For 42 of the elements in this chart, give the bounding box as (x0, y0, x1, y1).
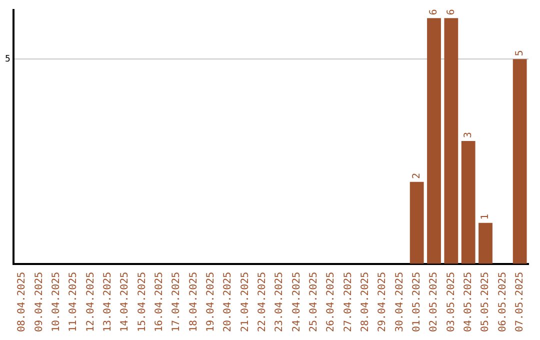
x-tick-label: 20.04.2025 (222, 272, 234, 332)
bar (427, 18, 441, 264)
bar (512, 59, 527, 264)
x-tick-label: 02.05.2025 (428, 272, 440, 332)
x-tick-label: 25.04.2025 (308, 272, 320, 332)
x-tick-label: 08.04.2025 (16, 272, 28, 332)
x-tick-label: 24.04.2025 (291, 272, 302, 332)
x-tick-label: 14.04.2025 (120, 272, 131, 332)
x-tick-label: 11.04.2025 (68, 272, 80, 332)
x-tick-label: 16.04.2025 (154, 272, 165, 332)
x-tick-label: 21.04.2025 (240, 272, 251, 332)
x-tick-label: 10.04.2025 (50, 272, 62, 332)
data-label: 2 (411, 172, 422, 179)
data-label: 3 (462, 132, 474, 138)
x-tick-label: 23.04.2025 (274, 272, 286, 332)
x-tick-label: 18.04.2025 (188, 272, 200, 332)
x-tick-label: 26.04.2025 (326, 272, 337, 332)
bar (444, 18, 458, 264)
x-tick-label: 13.04.2025 (102, 272, 114, 332)
x-tick-label: 27.04.2025 (342, 272, 354, 332)
bar (410, 182, 424, 264)
x-tick-label: 15.04.2025 (136, 272, 148, 332)
data-label: 6 (446, 9, 457, 16)
data-label: 1 (480, 214, 492, 220)
x-tick-label: 12.04.2025 (85, 272, 96, 332)
x-tick-label: 01.05.2025 (411, 272, 422, 332)
data-label: 5 (514, 50, 526, 56)
x-tick-label: 29.04.2025 (377, 272, 388, 332)
data-label: 6 (428, 9, 440, 16)
x-tick-label: 19.04.2025 (205, 272, 216, 332)
x-tick-label: 09.04.2025 (34, 272, 45, 332)
bar (461, 140, 476, 264)
x-tick-label: 06.05.2025 (497, 272, 508, 332)
x-tick-label: 05.05.2025 (480, 272, 492, 332)
x-tick-label: 22.04.2025 (256, 272, 268, 332)
x-tick-label: 17.04.2025 (171, 272, 182, 332)
x-tick-label: 30.04.2025 (394, 272, 406, 332)
x-tick-label: 04.05.2025 (462, 272, 474, 332)
x-tick-label: 28.04.2025 (360, 272, 371, 332)
bar (478, 222, 492, 264)
x-tick-label: 03.05.2025 (446, 272, 457, 332)
x-tick-label: 07.05.2025 (514, 272, 526, 332)
